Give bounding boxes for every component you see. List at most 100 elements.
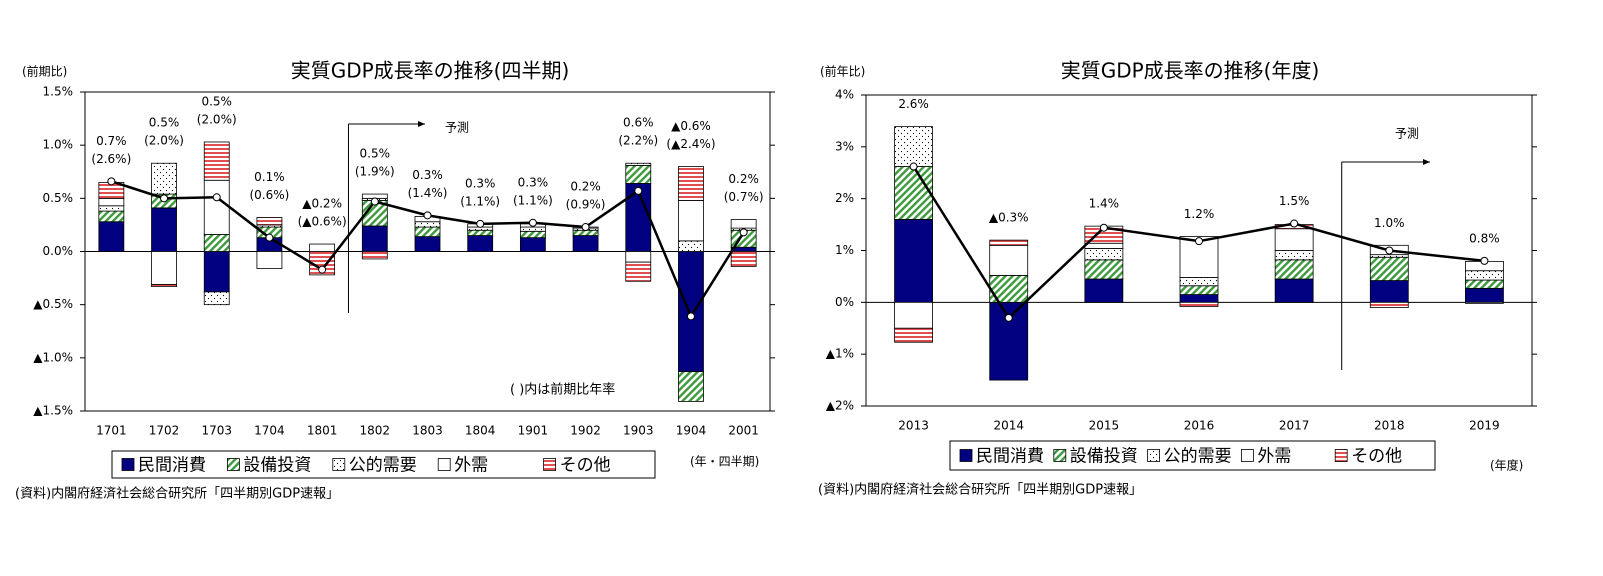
y-tick-label: 2% bbox=[835, 191, 854, 205]
bar-segment bbox=[519, 237, 546, 252]
bar-segment bbox=[989, 244, 1029, 276]
legend-swatch bbox=[226, 458, 240, 471]
line-point bbox=[107, 177, 116, 186]
bar-segment bbox=[309, 243, 336, 252]
data-label: 1.4% bbox=[1089, 197, 1120, 211]
bar-segment bbox=[1369, 256, 1409, 281]
legend-box bbox=[949, 440, 1436, 471]
line-point bbox=[423, 211, 432, 220]
y-tick-label: ▲1.0% bbox=[33, 350, 73, 364]
bar-segment bbox=[678, 371, 704, 402]
bar-segment bbox=[203, 141, 230, 181]
bar-segment bbox=[1084, 242, 1124, 249]
bar-segment bbox=[678, 251, 704, 373]
data-label: 0.7% bbox=[96, 134, 127, 148]
note: ( )内は前期比年率 bbox=[510, 382, 615, 398]
line-point bbox=[1099, 223, 1108, 232]
y-tick-label: 4% bbox=[835, 88, 854, 102]
y-tick-label: 0.0% bbox=[43, 244, 74, 258]
bar-segment bbox=[894, 301, 933, 329]
bar-segment bbox=[1465, 279, 1504, 289]
chart-title: 実質GDP成長率の推移(四半期) bbox=[291, 59, 570, 83]
x-tick-label: 1904 bbox=[676, 424, 707, 438]
annual-label: (0.7%) bbox=[724, 190, 764, 204]
bar-segment bbox=[467, 235, 494, 252]
annual-label: (0.9%) bbox=[566, 198, 606, 212]
bar-segment bbox=[1274, 278, 1314, 303]
bar-segment bbox=[98, 197, 125, 207]
line-point bbox=[160, 194, 169, 203]
y-tick-label: 1% bbox=[835, 243, 854, 257]
bar-segment bbox=[625, 251, 652, 263]
x-tick-label: 1903 bbox=[623, 424, 654, 438]
data-label: ▲0.3% bbox=[989, 211, 1029, 225]
bar-segment bbox=[678, 240, 704, 252]
x-tick-label: 2001 bbox=[728, 424, 759, 438]
y-unit: (前年比) bbox=[820, 64, 865, 79]
legend-label: 民間消費 bbox=[138, 456, 206, 476]
line-point bbox=[370, 197, 379, 206]
data-label: 0.8% bbox=[1469, 231, 1500, 245]
forecast-arrowhead bbox=[418, 121, 425, 127]
legend-swatch bbox=[1147, 449, 1160, 462]
bar-segment bbox=[1179, 301, 1219, 307]
line-point bbox=[1290, 219, 1299, 228]
data-label: ▲0.6% bbox=[671, 119, 711, 133]
x-tick-label: 2019 bbox=[1469, 419, 1500, 433]
bar-segment bbox=[151, 162, 177, 195]
bar-segment bbox=[678, 166, 704, 201]
x-tick-label: 1802 bbox=[360, 424, 391, 438]
annual-label: (1.1%) bbox=[460, 194, 500, 208]
y-tick-label: 1.5% bbox=[43, 85, 74, 99]
legend-swatch bbox=[332, 458, 346, 471]
line-point bbox=[634, 186, 643, 195]
line-point bbox=[212, 193, 221, 202]
y-tick-label: ▲0.5% bbox=[33, 297, 73, 311]
line-point bbox=[265, 233, 274, 242]
legend-label: 民間消費 bbox=[976, 447, 1044, 467]
bar-segment bbox=[203, 179, 230, 235]
bar-segment bbox=[989, 239, 1029, 246]
bar-segment bbox=[894, 327, 933, 343]
bar-segment bbox=[151, 207, 177, 252]
x-tick-label: 1701 bbox=[96, 424, 127, 438]
line-point bbox=[1195, 237, 1203, 246]
legend-label: 外需 bbox=[454, 456, 488, 476]
x-tick-label: 1702 bbox=[149, 424, 180, 438]
line-point bbox=[581, 223, 590, 232]
bar-segment bbox=[414, 221, 441, 228]
legend-box bbox=[111, 450, 656, 479]
bar-segment bbox=[1084, 278, 1124, 303]
bar-segment bbox=[1179, 294, 1219, 303]
x-tick-label: 2014 bbox=[993, 419, 1024, 433]
chart-title: 実質GDP成長率の推移(年度) bbox=[1061, 59, 1320, 83]
x-tick-label: 1901 bbox=[518, 424, 549, 438]
line-point bbox=[318, 265, 327, 274]
bar-segment bbox=[678, 200, 704, 242]
legend-label: 公的需要 bbox=[349, 456, 417, 476]
source: (資料)内閣府経済社会総合研究所「四半期別GDP速報」 bbox=[15, 486, 339, 502]
data-label: 0.5% bbox=[149, 116, 180, 130]
bar-segment bbox=[98, 221, 125, 252]
data-label: 0.2% bbox=[728, 172, 759, 186]
bar-segment bbox=[519, 230, 546, 239]
x-tick-label: 2015 bbox=[1089, 419, 1120, 433]
bar-segment bbox=[730, 251, 757, 267]
bar-segment bbox=[519, 226, 546, 232]
bar-segment bbox=[203, 234, 230, 252]
bar-segment bbox=[203, 251, 230, 293]
legend-swatch bbox=[543, 458, 556, 471]
bar-segment bbox=[1274, 259, 1314, 280]
annual-label: (2.6%) bbox=[91, 152, 131, 166]
bar-segment bbox=[894, 126, 933, 167]
x-tick-label: 1803 bbox=[412, 424, 443, 438]
bar-segment bbox=[1369, 301, 1409, 308]
x-tick-label: 1801 bbox=[307, 424, 338, 438]
forecast-label: 予測 bbox=[1395, 127, 1419, 141]
bar-segment bbox=[1465, 301, 1504, 304]
bar-segment bbox=[361, 251, 388, 260]
line-point bbox=[476, 219, 485, 228]
forecast-arrowhead bbox=[1423, 159, 1430, 165]
